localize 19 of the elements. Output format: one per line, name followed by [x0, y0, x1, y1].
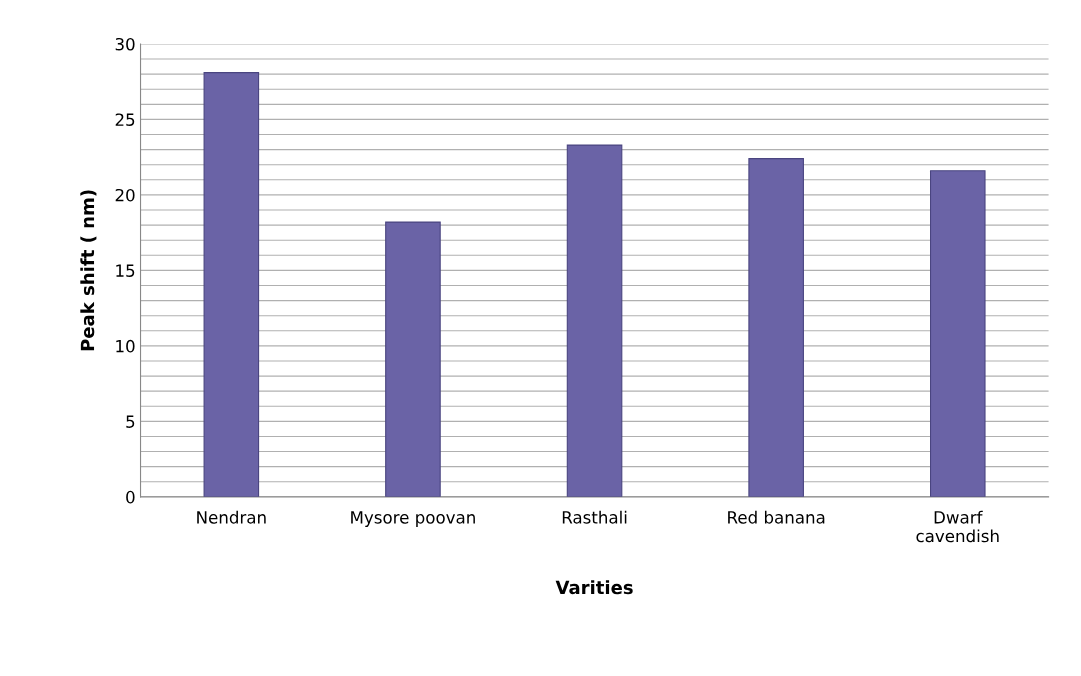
bar: [929, 170, 986, 497]
bar: [203, 72, 260, 497]
x-tick-label: Dwarf cavendish: [916, 510, 999, 543]
y-tick-label: 10: [116, 339, 135, 353]
y-tick-label: 0: [126, 490, 135, 504]
x-tick-label: Nendran: [197, 510, 266, 524]
y-tick-label: 5: [126, 415, 135, 428]
x-tick-label: Rasthali: [562, 510, 627, 524]
y-tick-label: 15: [116, 264, 135, 277]
y-tick-label: 20: [115, 188, 135, 202]
y-axis-title: Peak shift ( nm): [80, 190, 97, 351]
x-axis-title: Varities: [555, 580, 633, 595]
x-tick-label: Mysore poovan: [351, 511, 475, 527]
y-tick-label: 30: [115, 37, 135, 51]
bar: [385, 221, 441, 497]
y-tick-label: 25: [115, 113, 135, 126]
bar: [566, 144, 623, 497]
bar: [748, 158, 804, 497]
x-tick-label: Red banana: [728, 510, 825, 524]
